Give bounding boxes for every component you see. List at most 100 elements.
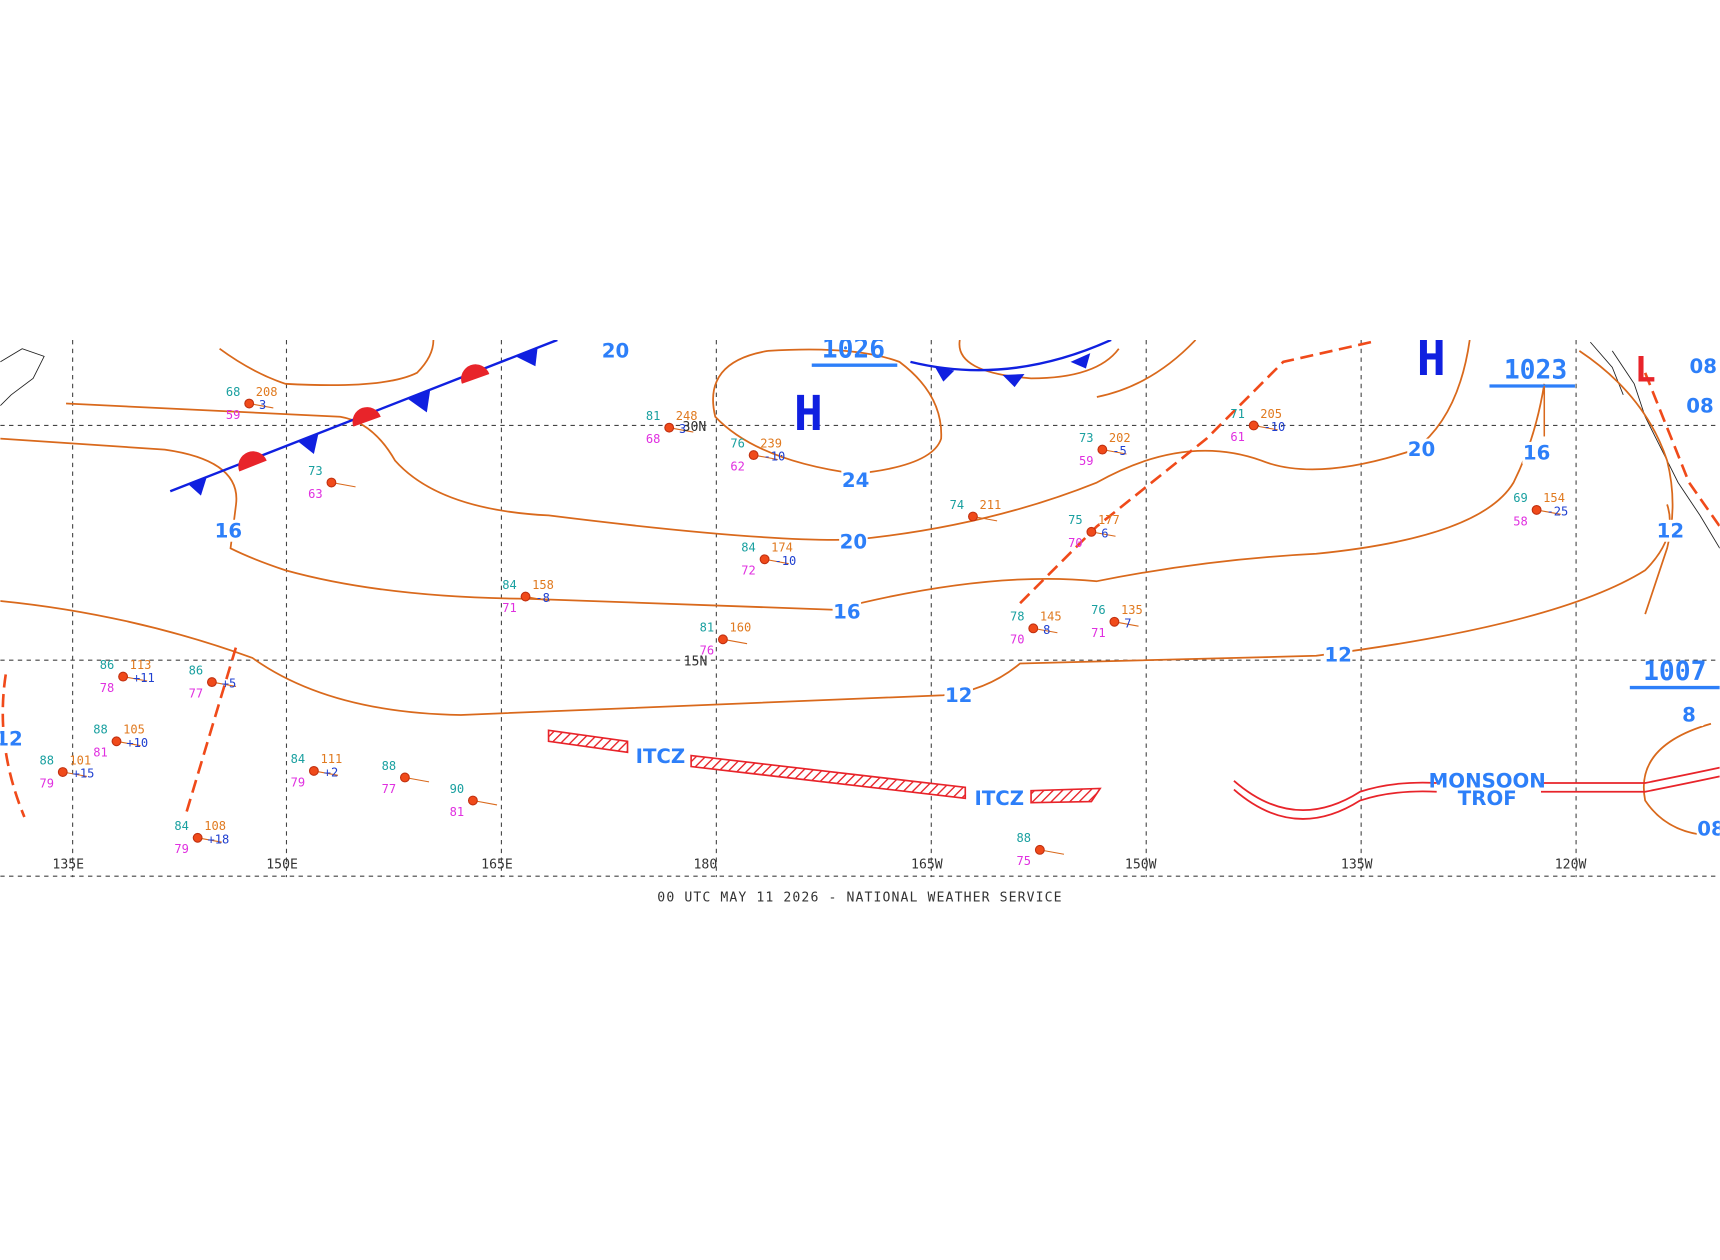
stationary-front	[169, 339, 558, 496]
station-temp: 88	[1017, 831, 1032, 845]
station-pressure: 205	[1260, 407, 1282, 421]
station-circle	[759, 554, 770, 565]
station-dewpoint: 75	[1017, 854, 1032, 868]
longitude-label: 165W	[911, 858, 943, 873]
isobar-label-bg	[214, 519, 243, 542]
station-circle	[1531, 504, 1542, 515]
isobar-label-bg	[1323, 643, 1353, 666]
station-temp: 76	[730, 436, 745, 450]
station-tendency: +2	[324, 765, 339, 779]
station-dewpoint: 71	[1091, 626, 1106, 640]
isobar-label: 20	[840, 530, 867, 553]
station-tendency: 3	[259, 398, 266, 412]
monsoon-trough-line	[1233, 766, 1720, 820]
isobar-label: 16	[1523, 441, 1550, 464]
station-tendency: -25	[1546, 504, 1568, 518]
isobar-label-bg	[601, 339, 630, 362]
station-pressure: 111	[320, 752, 342, 766]
isobar-label-bg	[1685, 394, 1715, 417]
isobar-label-bg	[1689, 355, 1718, 378]
station-circle	[399, 772, 410, 783]
station-circle	[326, 477, 337, 488]
isobar-label: 12	[1657, 519, 1684, 542]
monsoon-label: MONSOON	[1429, 769, 1546, 792]
isobar-label-bg	[1522, 441, 1551, 464]
station-tendency: 3	[679, 422, 686, 436]
station-pressure: 154	[1543, 491, 1565, 505]
center-value: 1023	[1504, 355, 1567, 385]
itcz-label: ITCZ	[636, 745, 686, 768]
station-pressure: 174	[771, 541, 793, 555]
station-temp: 73	[1079, 431, 1094, 445]
station-dewpoint: 62	[730, 459, 745, 473]
station-pressure: 160	[730, 621, 752, 635]
longitude-label: 165E	[481, 858, 513, 873]
station-temp: 88	[93, 723, 108, 737]
station-temp: 84	[291, 752, 306, 766]
station-circle	[664, 422, 675, 433]
isobar-label: 16	[833, 600, 860, 623]
isobar-label-bg	[839, 530, 868, 553]
isobar-label: 12	[0, 728, 23, 751]
isobar-label: 12	[1324, 643, 1351, 666]
station-circle	[192, 832, 203, 843]
station-temp: 71	[1230, 407, 1245, 421]
center-letter: H	[794, 386, 823, 442]
station-dewpoint: 77	[382, 782, 397, 796]
station-tendency: 8	[1043, 623, 1050, 637]
isobar-label: 08	[1690, 355, 1717, 378]
station-circle	[111, 736, 122, 747]
station-temp: 81	[700, 621, 715, 635]
station-tendency: 7	[1124, 616, 1131, 630]
isobar-label: 16	[215, 519, 242, 542]
station-dewpoint: 70	[1010, 633, 1025, 647]
station-tendency: -10	[763, 450, 785, 464]
isobar-label: 08	[1697, 818, 1720, 841]
longitude-label: 135W	[1341, 858, 1373, 873]
station-temp: 84	[502, 578, 517, 592]
station-dewpoint: 79	[39, 776, 54, 790]
station-temp: 86	[100, 658, 115, 672]
station-pressure: 105	[123, 723, 145, 737]
station-pressure: 113	[130, 658, 152, 672]
station-pressure: 108	[204, 819, 226, 833]
station-temp: 69	[1513, 491, 1528, 505]
station-tendency: +5	[222, 677, 237, 691]
station-dewpoint: 77	[189, 686, 204, 700]
center-value: 1026	[822, 334, 885, 364]
station-tendency: -10	[1264, 420, 1286, 434]
itcz-label: ITCZ	[974, 787, 1024, 810]
isobar-label-bg	[832, 600, 862, 623]
station-dewpoint: 59	[226, 408, 241, 422]
station-circle	[57, 767, 68, 777]
isobar-label: 08	[1686, 394, 1713, 417]
station-temp: 73	[308, 464, 323, 478]
station-circle	[748, 450, 759, 461]
longitude-label: 135E	[52, 858, 84, 873]
station-pressure: 208	[256, 385, 278, 399]
isobar-label: 8	[1682, 704, 1696, 727]
station-circle	[968, 511, 978, 522]
station-circle	[467, 795, 478, 806]
station-temp: 76	[1091, 603, 1106, 617]
isobars	[0, 339, 1712, 837]
station-pressure: 101	[69, 753, 91, 767]
station-dewpoint: 63	[308, 487, 323, 501]
itcz-label-bg	[631, 746, 689, 768]
monsoon-label-bg	[1436, 767, 1541, 808]
station-temp: 86	[189, 663, 204, 677]
station-circle	[308, 765, 319, 776]
station-temp: 88	[382, 759, 397, 773]
station-pressure: 177	[1098, 513, 1120, 527]
station-pressure: 135	[1121, 603, 1143, 617]
station-circle	[244, 398, 255, 409]
station-temp: 81	[646, 409, 661, 423]
station-dewpoint: 81	[93, 746, 108, 760]
isobar-label: 12	[945, 684, 972, 707]
station-pressure: 145	[1040, 610, 1062, 624]
station-temp: 88	[39, 753, 54, 767]
station-tendency: -8	[535, 591, 550, 605]
itcz-label-bg	[970, 788, 1028, 810]
station-pressure: 158	[532, 578, 554, 592]
